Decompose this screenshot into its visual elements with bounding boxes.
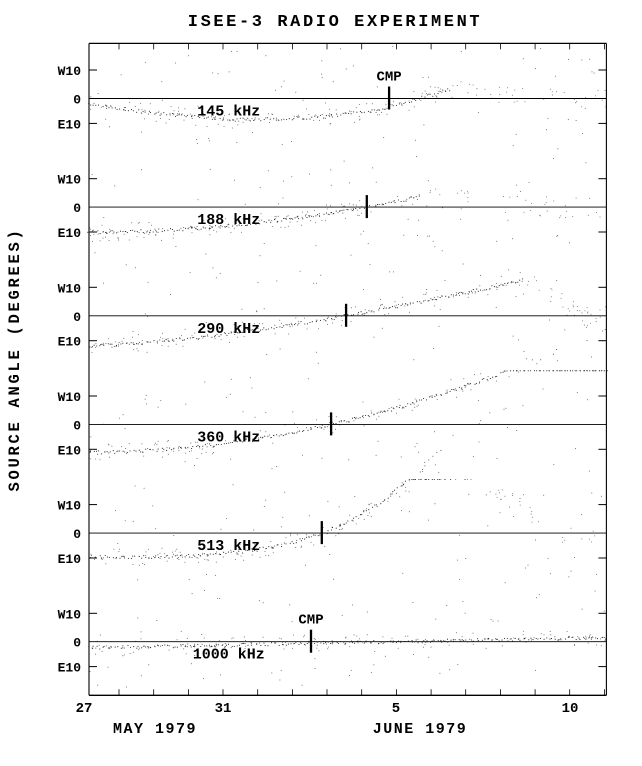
svg-text:E10: E10 bbox=[58, 335, 82, 350]
svg-text:27: 27 bbox=[76, 701, 93, 717]
svg-text:CMP: CMP bbox=[376, 70, 401, 86]
svg-text:E10: E10 bbox=[58, 552, 82, 567]
svg-text:W10: W10 bbox=[58, 173, 82, 188]
svg-text:E10: E10 bbox=[58, 661, 82, 676]
svg-text:SOURCE ANGLE (DEGREES): SOURCE ANGLE (DEGREES) bbox=[6, 227, 24, 491]
svg-text:W10: W10 bbox=[58, 281, 82, 296]
svg-text:ISEE-3 RADIO EXPERIMENT: ISEE-3 RADIO EXPERIMENT bbox=[188, 13, 482, 32]
svg-text:MAY 1979: MAY 1979 bbox=[113, 721, 197, 738]
svg-text:290 kHz: 290 kHz bbox=[197, 321, 260, 338]
svg-text:W10: W10 bbox=[58, 390, 82, 405]
svg-text:E10: E10 bbox=[58, 226, 82, 241]
svg-text:0: 0 bbox=[73, 310, 81, 325]
svg-text:188 kHz: 188 kHz bbox=[197, 212, 260, 229]
svg-text:E10: E10 bbox=[58, 117, 82, 132]
svg-text:CMP: CMP bbox=[298, 613, 323, 629]
svg-text:10: 10 bbox=[562, 701, 579, 717]
svg-text:W10: W10 bbox=[58, 499, 82, 514]
svg-text:31: 31 bbox=[215, 701, 232, 717]
svg-text:W10: W10 bbox=[58, 607, 82, 622]
svg-text:1000 kHz: 1000 kHz bbox=[193, 647, 265, 664]
svg-text:0: 0 bbox=[73, 527, 81, 542]
svg-text:0: 0 bbox=[73, 418, 81, 433]
svg-text:W10: W10 bbox=[58, 64, 82, 79]
svg-text:0: 0 bbox=[73, 636, 81, 651]
svg-text:JUNE 1979: JUNE 1979 bbox=[373, 721, 468, 738]
svg-text:360 kHz: 360 kHz bbox=[197, 429, 260, 446]
svg-text:0: 0 bbox=[73, 201, 81, 216]
svg-text:0: 0 bbox=[73, 93, 81, 108]
svg-text:5: 5 bbox=[392, 701, 400, 717]
svg-text:E10: E10 bbox=[58, 443, 82, 458]
